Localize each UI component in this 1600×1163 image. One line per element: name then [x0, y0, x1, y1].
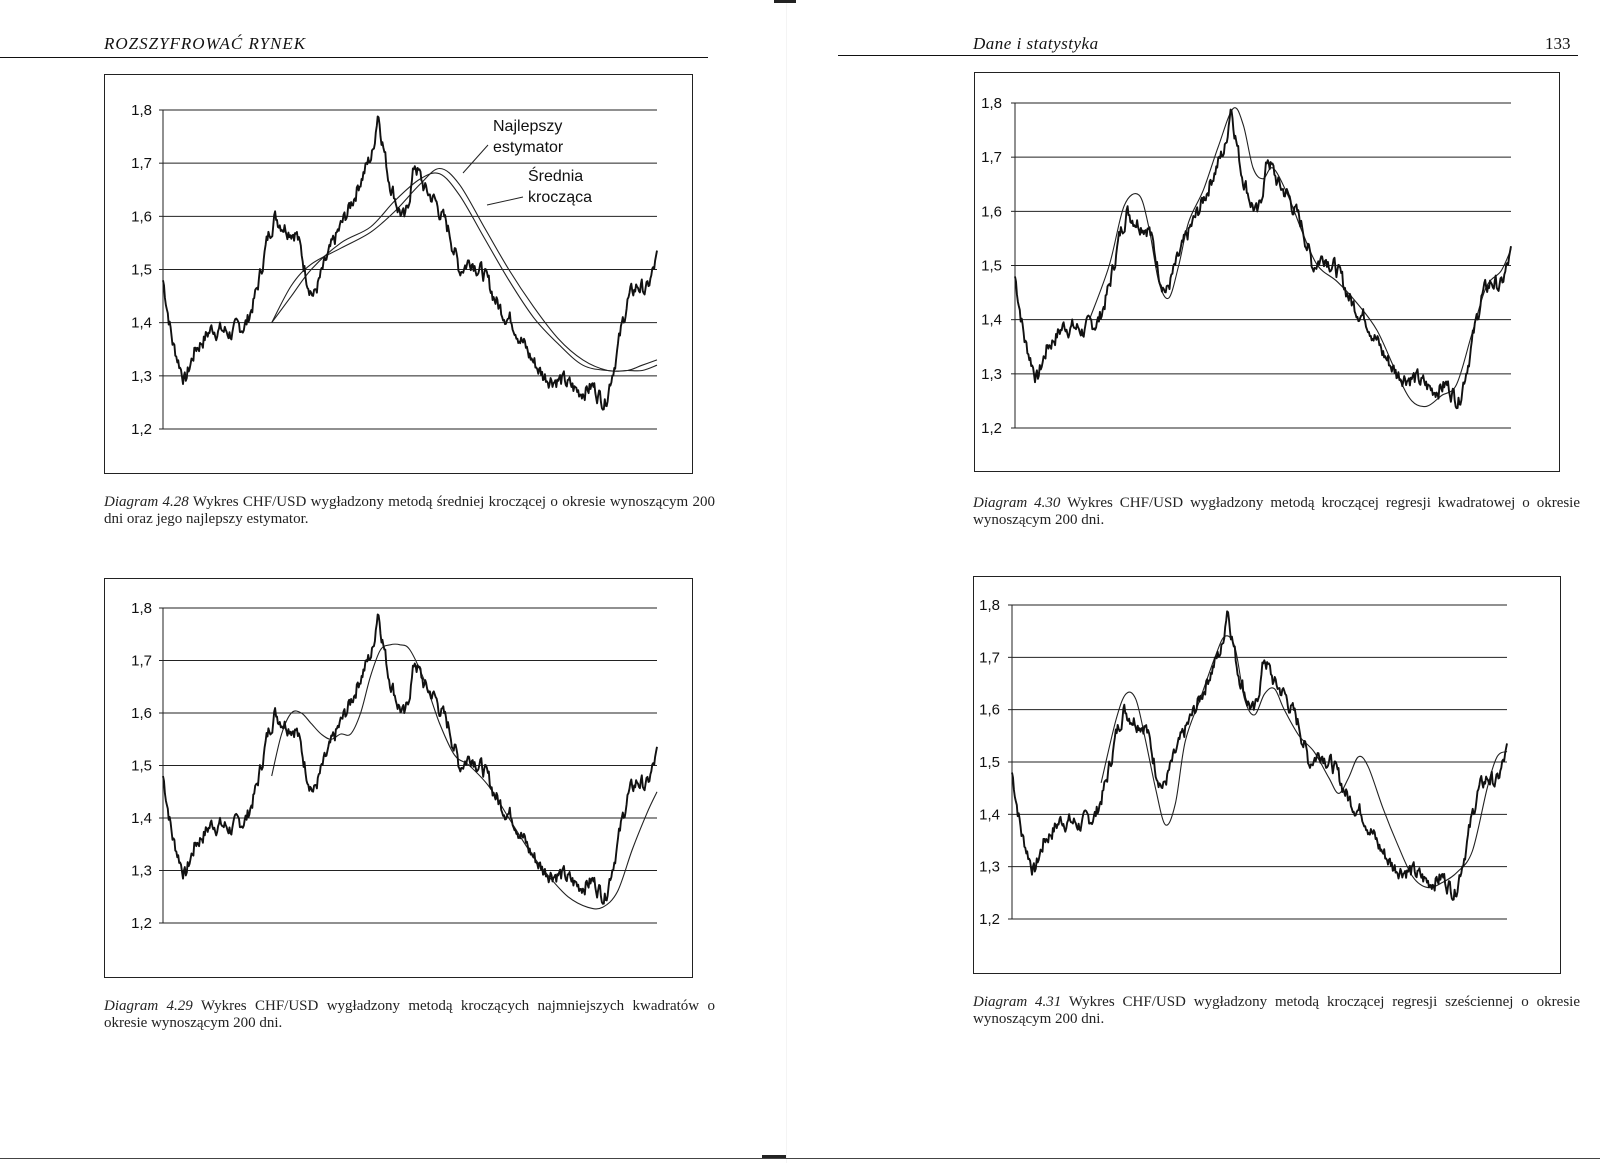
chart-svg-4-28: 1,8 1,7 1,6 1,5 1,4 1,3 1,2 Najlepszy estymator Ś…: [131, 102, 658, 438]
y-tick-label: 1,8: [131, 102, 152, 119]
right-page-header: Dane i statystyka: [973, 34, 1099, 53]
y-tick-label: 1,4: [979, 806, 1000, 823]
y-tick-label: 1,6: [981, 203, 1002, 220]
chart-annotation-label: estymator: [493, 139, 564, 156]
y-tick-label: 1,2: [131, 915, 152, 932]
chart-frame-4-30: 1,8 1,7 1,6 1,5 1,4 1,3 1,2: [974, 72, 1560, 472]
left-page-header: ROZSZYFROWAĆ RYNEK: [104, 34, 307, 53]
annotation-pointer-line: [486, 196, 524, 206]
caption-4-31: Diagram 4.31 Wykres CHF/USD wygładzony m…: [973, 994, 1580, 1028]
caption-label: Diagram 4.30: [973, 495, 1061, 511]
y-tick-label: 1,3: [981, 366, 1002, 383]
y-tick-label: 1,8: [981, 95, 1002, 112]
annotation-pointer-line: [462, 144, 489, 174]
y-tick-label: 1,7: [981, 149, 1002, 166]
y-tick-label: 1,2: [981, 420, 1002, 437]
caption-text: Wykres CHF/USD wygładzony metodą krocząc…: [973, 495, 1581, 528]
y-tick-label: 1,6: [131, 208, 152, 225]
caption-text: Wykres CHF/USD wygładzony metodą średnie…: [104, 494, 716, 527]
chart-frame-4-31: 1,8 1,7 1,6 1,5 1,4 1,3 1,2: [973, 576, 1561, 974]
caption-label: Diagram 4.28: [104, 494, 189, 510]
y-tick-label: 1,7: [131, 653, 152, 670]
y-tick-label: 1,5: [131, 262, 152, 279]
price-series-line: [1011, 610, 1508, 901]
gutter-mark-top: [774, 0, 796, 3]
caption-label: Diagram 4.31: [973, 994, 1062, 1010]
smoothed-series-line: [271, 167, 658, 372]
y-tick-label: 1,2: [979, 911, 1000, 928]
y-tick-label: 1,3: [131, 863, 152, 880]
y-tick-label: 1,4: [981, 312, 1002, 329]
left-header-rule: [0, 57, 708, 58]
y-tick-label: 1,2: [131, 421, 152, 438]
y-tick-label: 1,7: [131, 155, 152, 172]
smoothed-series-line: [1088, 107, 1512, 408]
y-tick-label: 1,6: [979, 702, 1000, 719]
y-tick-label: 1,4: [131, 810, 152, 827]
caption-4-30: Diagram 4.30 Wykres CHF/USD wygładzony m…: [973, 495, 1580, 529]
caption-text: Wykres CHF/USD wygładzony metodą krocząc…: [973, 994, 1580, 1027]
y-tick-label: 1,3: [979, 859, 1000, 876]
page-number: 133: [1545, 34, 1571, 53]
caption-label: Diagram 4.29: [104, 998, 193, 1014]
chart-annotation-label: Najlepszy: [493, 118, 562, 135]
y-tick-label: 1,5: [981, 258, 1002, 275]
chart-frame-4-29: 1,8 1,7 1,6 1,5 1,4 1,3 1,2: [104, 578, 693, 978]
chart-annotation-label: krocząca: [528, 189, 592, 206]
y-tick-label: 1,5: [131, 758, 152, 775]
y-tick-label: 1,6: [131, 705, 152, 722]
caption-4-28: Diagram 4.28 Wykres CHF/USD wygładzony m…: [104, 494, 715, 528]
caption-4-29: Diagram 4.29 Wykres CHF/USD wygładzony m…: [104, 998, 715, 1032]
chart-svg-4-29: 1,8 1,7 1,6 1,5 1,4 1,3 1,2: [131, 600, 658, 932]
chart-svg-4-30: 1,8 1,7 1,6 1,5 1,4 1,3 1,2: [981, 95, 1512, 437]
y-tick-label: 1,8: [131, 600, 152, 617]
y-tick-label: 1,8: [979, 597, 1000, 614]
smoothed-series-line: [271, 643, 658, 910]
caption-text: Wykres CHF/USD wygładzony metodą krocząc…: [104, 998, 715, 1031]
chart-annotation-label: Średnia: [528, 166, 583, 185]
price-series-line: [1014, 108, 1512, 410]
y-tick-label: 1,4: [131, 315, 152, 332]
y-tick-label: 1,7: [979, 649, 1000, 666]
gutter-mark-bottom: [762, 1155, 786, 1158]
page-bottom-rule: [0, 1158, 1600, 1159]
right-header-rule: [838, 55, 1578, 56]
price-series-line: [162, 613, 658, 905]
chart-frame-4-28: 1,8 1,7 1,6 1,5 1,4 1,3 1,2 Najlepszy estymator Ś…: [104, 74, 693, 474]
chart-svg-4-31: 1,8 1,7 1,6 1,5 1,4 1,3 1,2: [979, 597, 1508, 928]
spread-gutter: [786, 0, 787, 1163]
price-series-line: [162, 115, 658, 411]
y-tick-label: 1,5: [979, 754, 1000, 771]
y-tick-label: 1,3: [131, 368, 152, 385]
